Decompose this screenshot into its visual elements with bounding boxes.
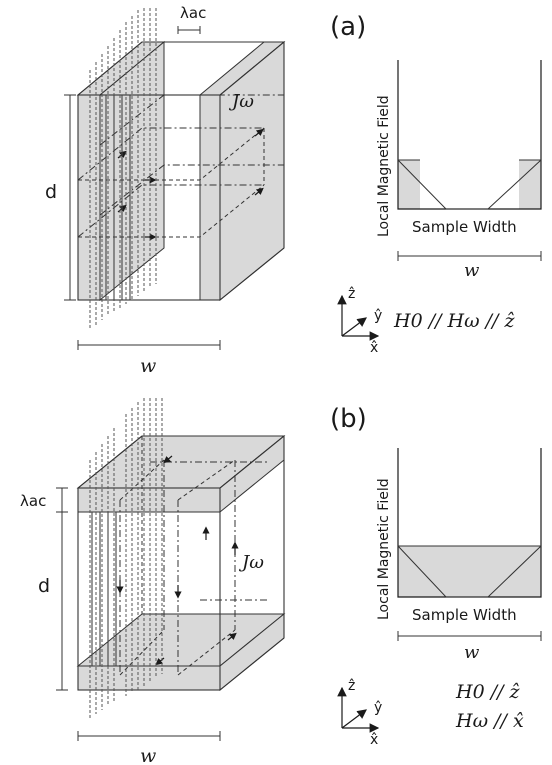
w-label-a: w (140, 355, 156, 377)
axes-triad-a: ẑ ŷ x̂ (337, 286, 382, 356)
flux-lines-a (89, 8, 157, 330)
plot-xlabel-b: Sample Width (412, 606, 517, 624)
lambda-label-a: λac (180, 4, 206, 22)
width-dimension-a: w (77, 340, 221, 377)
w-label-b: w (140, 745, 156, 765)
plot-w-label-a: w (464, 260, 480, 281)
field-plot-b: Local Magnetic Field Sample Width w (376, 448, 542, 663)
field-relation-b-2: Hω // x̂ (455, 710, 524, 732)
field-relation-b-1: H0 // ẑ (455, 681, 521, 703)
sample-box-b (77, 435, 285, 691)
current-label-a: Jω (228, 91, 254, 112)
plot-ylabel-a: Local Magnetic Field (376, 95, 392, 237)
field-plot-a: Local Magnetic Field Sample Width w (376, 60, 542, 281)
height-dimension-b: d (38, 512, 68, 691)
d-label-a: d (45, 181, 57, 203)
panel-label-a: (a) (330, 12, 366, 42)
lambda-marker-a: λac (177, 4, 206, 34)
field-relation-a: H0 // Hω // ẑ (393, 310, 515, 332)
axis-z-b: ẑ (348, 678, 355, 694)
panel-b: λac Jω d w (b) Local Magnetic Field Samp… (20, 398, 542, 765)
d-label-b: d (38, 575, 50, 597)
axis-z-a: ẑ (348, 286, 355, 302)
axis-y-a: ŷ (374, 308, 382, 324)
axis-y-b: ŷ (374, 700, 382, 716)
left-penetration-front (77, 94, 101, 301)
current-label-b: Jω (238, 552, 264, 573)
plot-ylabel-b: Local Magnetic Field (376, 478, 392, 620)
axis-x-b: x̂ (370, 732, 378, 748)
sample-box-a (77, 41, 285, 301)
top-penetration-front (77, 487, 221, 513)
panel-a: λac Jω d w (a) Local Magnetic Field (45, 4, 542, 377)
lambda-marker-b: λac (20, 487, 68, 513)
width-dimension-b: w (77, 731, 221, 765)
plot-xlabel-a: Sample Width (412, 218, 517, 236)
right-penetration-front (199, 94, 221, 301)
panel-label-b: (b) (330, 404, 367, 434)
plot-w-label-b: w (464, 642, 480, 663)
flux-lines-b (89, 398, 163, 718)
axis-x-a: x̂ (370, 340, 378, 356)
height-dimension-a: d (45, 94, 76, 301)
axes-triad-b: ẑ ŷ x̂ (337, 678, 382, 748)
bottom-penetration-front (77, 665, 221, 691)
current-loops-a (77, 94, 284, 248)
lambda-label-b: λac (20, 492, 46, 510)
current-loops-b (116, 455, 270, 676)
